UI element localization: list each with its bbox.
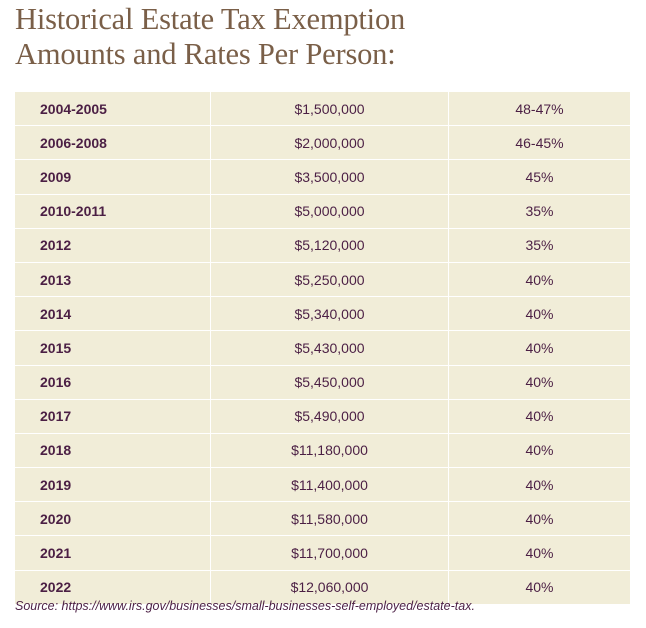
table-row: 2021 $11,700,000 40% — [15, 535, 630, 571]
tax-rate-cell: 40% — [448, 261, 630, 297]
year-cell: 2018 — [15, 432, 211, 468]
tax-rate-cell: 45% — [448, 159, 630, 195]
exemption-amount-cell: $2,000,000 — [210, 125, 449, 160]
exemption-amount-cell: $5,000,000 — [210, 193, 449, 229]
tax-rate-cell: 40% — [448, 330, 630, 365]
year-cell: 2006-2008 — [15, 125, 211, 160]
exemption-amount-cell: $11,700,000 — [210, 535, 449, 571]
table-row: 2012 $5,120,000 35% — [15, 227, 630, 263]
exemption-amount-cell: $5,340,000 — [210, 296, 449, 331]
table-row: 2009 $3,500,000 45% — [15, 159, 630, 195]
tax-rate-cell: 40% — [448, 296, 630, 331]
exemption-amount-cell: $5,490,000 — [210, 398, 449, 434]
table-row: 2020 $11,580,000 40% — [15, 501, 630, 536]
page-title: Historical Estate Tax Exemption Amounts … — [15, 2, 405, 72]
tax-rate-cell: 40% — [448, 535, 630, 571]
year-cell: 2022 — [15, 569, 211, 604]
exemption-amount-cell: $5,120,000 — [210, 227, 449, 263]
table-row: 2018 $11,180,000 40% — [15, 432, 630, 468]
tax-rate-cell: 40% — [448, 501, 630, 536]
year-cell: 2012 — [15, 227, 211, 263]
tax-rate-cell: 40% — [448, 467, 630, 502]
estate-tax-table: 2004-2005 $1,500,000 48-47% 2006-2008 $2… — [15, 92, 630, 604]
table-row: 2016 $5,450,000 40% — [15, 364, 630, 400]
year-cell: 2015 — [15, 330, 211, 365]
year-cell: 2013 — [15, 261, 211, 297]
year-cell: 2016 — [15, 364, 211, 400]
tax-rate-cell: 40% — [448, 569, 630, 604]
table-row: 2015 $5,430,000 40% — [15, 330, 630, 365]
year-cell: 2017 — [15, 398, 211, 434]
exemption-amount-cell: $5,430,000 — [210, 330, 449, 365]
tax-rate-cell: 35% — [448, 227, 630, 263]
table-row: 2004-2005 $1,500,000 48-47% — [15, 92, 630, 126]
tax-rate-cell: 35% — [448, 193, 630, 229]
year-cell: 2019 — [15, 467, 211, 502]
exemption-amount-cell: $11,400,000 — [210, 467, 449, 502]
year-cell: 2004-2005 — [40, 100, 107, 117]
year-cell: 2009 — [15, 159, 211, 195]
tax-rate-cell: 40% — [448, 364, 630, 400]
estate-tax-table-container: 2004-2005 $1,500,000 48-47% 2006-2008 $2… — [15, 92, 630, 604]
title-line-1: Historical Estate Tax Exemption — [15, 2, 406, 36]
table-body: 2004-2005 $1,500,000 48-47% 2006-2008 $2… — [15, 92, 630, 604]
exemption-amount-cell: $11,580,000 — [210, 501, 449, 536]
tax-rate-cell: 40% — [448, 398, 630, 434]
table-row: 2014 $5,340,000 40% — [15, 296, 630, 331]
tax-rate-cell: 48-47% — [448, 92, 630, 126]
year-cell: 2020 — [15, 501, 211, 536]
table-row: 2019 $11,400,000 40% — [15, 467, 630, 502]
table-row: 2022 $12,060,000 40% — [15, 569, 630, 604]
title-line-2: Amounts and Rates Per Person: — [15, 37, 396, 71]
year-cell: 2021 — [15, 535, 211, 571]
source-citation: Source: https://www.irs.gov/businesses/s… — [15, 599, 475, 613]
exemption-amount-cell: $5,250,000 — [210, 261, 449, 297]
table-row: 2017 $5,490,000 40% — [15, 398, 630, 434]
table-row: 2006-2008 $2,000,000 46-45% — [15, 125, 630, 160]
table-row: 2010-2011 $5,000,000 35% — [15, 193, 630, 229]
year-cell: 2010-2011 — [15, 193, 211, 229]
exemption-amount-cell: $1,500,000 — [210, 92, 449, 126]
tax-rate-cell: 46-45% — [448, 125, 630, 160]
exemption-amount-cell: $3,500,000 — [210, 159, 449, 195]
exemption-amount-cell: $12,060,000 — [210, 569, 449, 604]
table-row: 2013 $5,250,000 40% — [15, 261, 630, 297]
exemption-amount-cell: $11,180,000 — [210, 432, 449, 468]
exemption-amount-cell: $5,450,000 — [210, 364, 449, 400]
tax-rate-cell: 40% — [448, 432, 630, 468]
year-cell: 2014 — [15, 296, 211, 331]
